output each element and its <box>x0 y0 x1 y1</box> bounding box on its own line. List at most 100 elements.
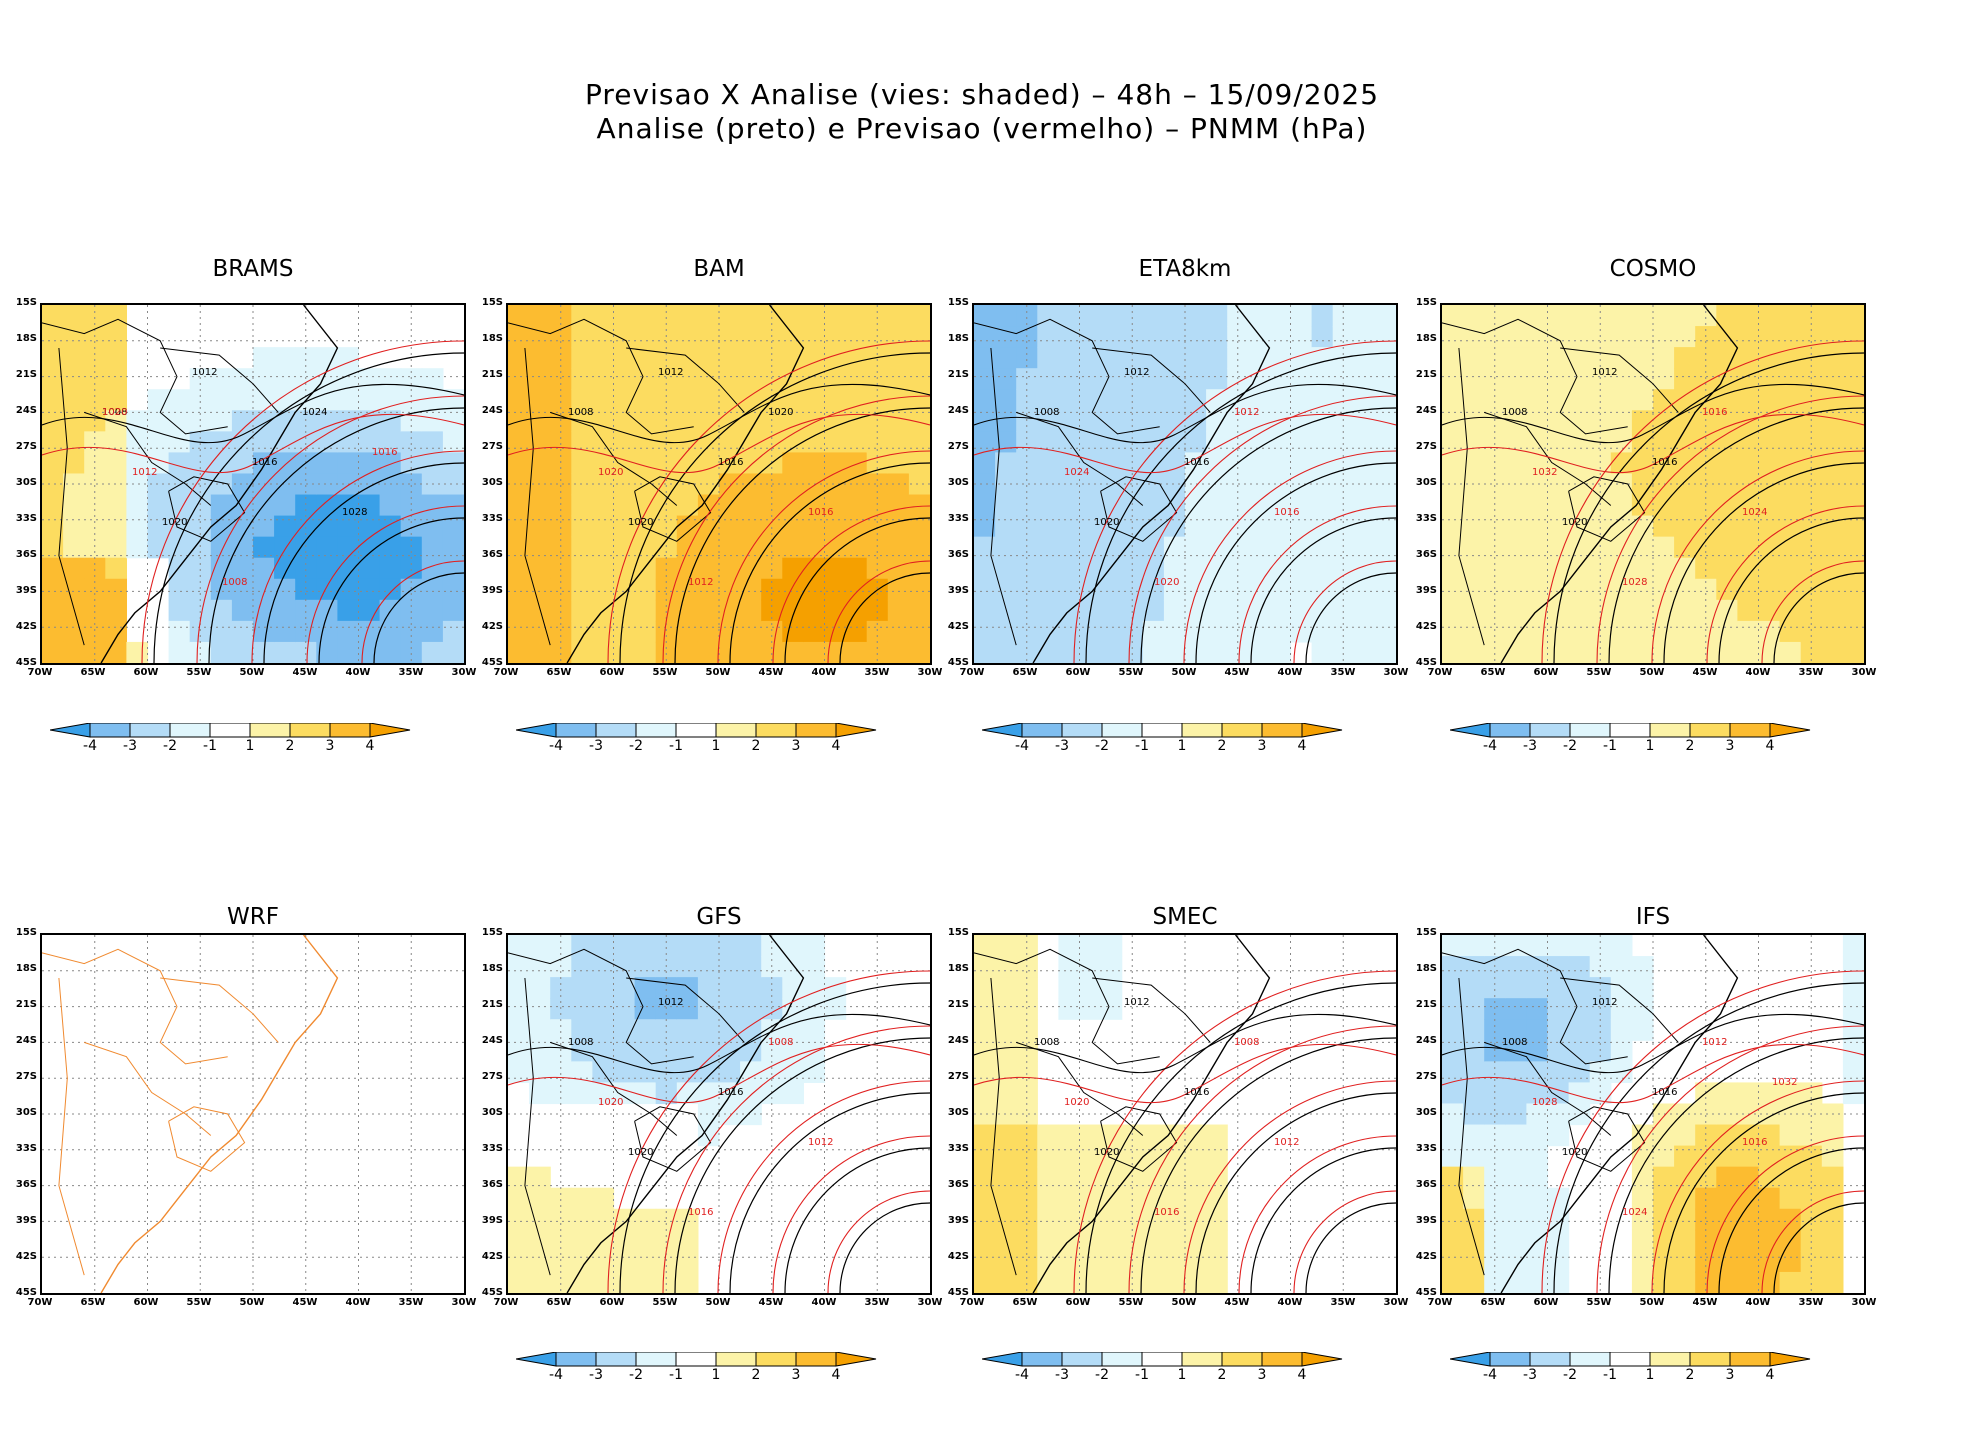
lat-tick-label: 21S <box>947 369 969 380</box>
lat-tick-label: 42S <box>481 621 503 632</box>
analysis-isobar <box>839 1202 930 1293</box>
lat-tick-label: 45S <box>947 1287 969 1298</box>
lon-tick-label: 45W <box>1692 1297 1718 1308</box>
isobar-label: 1020 <box>628 517 653 528</box>
colorbar-arrow <box>1450 723 1491 738</box>
forecast-isobar <box>772 1135 930 1293</box>
colorbar-tick-label: 4 <box>1765 738 1775 754</box>
colorbar-swatch <box>129 723 171 738</box>
lat-tick-label: 36S <box>481 1179 503 1190</box>
lat-tick-label: 15S <box>947 297 969 308</box>
lon-tick-label: 65W <box>1480 1297 1506 1308</box>
lon-tick-label: 30W <box>1851 1297 1877 1308</box>
isobar-label: 1012 <box>658 367 683 378</box>
colorbar-tick-label: -1 <box>203 738 217 754</box>
forecast-isobar <box>1651 1080 1864 1293</box>
lon-tick-label: 55W <box>652 1297 678 1308</box>
country-border <box>1560 347 1679 413</box>
lon-tick-label: 50W <box>239 667 265 678</box>
colorbar-swatch <box>249 723 291 738</box>
lat-tick-label: 27S <box>947 1071 969 1082</box>
lon-tick-label: 40W <box>345 1297 371 1308</box>
panel-title-cosmo: COSMO <box>1609 256 1697 282</box>
forecast-isobar <box>1238 505 1396 663</box>
lon-tick-label: 40W <box>1745 667 1771 678</box>
forecast-isobar <box>141 340 464 663</box>
analysis-isobar <box>1553 982 1864 1293</box>
country-border <box>58 347 85 646</box>
bias-shading <box>1442 935 1864 1293</box>
colorbar-swatch <box>1649 1352 1691 1367</box>
lat-tick-label: 21S <box>481 369 503 380</box>
lat-tick-label: 36S <box>481 549 503 560</box>
forecast-isobar <box>1442 1043 1864 1104</box>
country-border <box>974 318 1160 435</box>
lat-tick-label: 15S <box>947 927 969 938</box>
colorbar-swatch <box>715 1352 757 1367</box>
analysis-isobar <box>729 462 930 663</box>
map-panel-ifs: 1008 1012 1016 1020 1012 1016 1024 1028 1032 <box>1440 933 1866 1295</box>
analysis-isobar <box>1250 517 1396 663</box>
isobar-label: 1024 <box>1064 467 1089 478</box>
colorbar-swatch <box>635 1352 677 1367</box>
country-border <box>634 476 712 542</box>
colorbar-tick-label: -2 <box>163 738 177 754</box>
country-border <box>626 977 745 1043</box>
country-border <box>550 1041 678 1136</box>
colorbar-tick-label: -2 <box>629 738 643 754</box>
analysis-isobar <box>1250 1147 1396 1293</box>
forecast-isobar <box>196 395 464 663</box>
isobar-label: 1008 <box>568 407 593 418</box>
colorbar-tick-label: -3 <box>589 738 603 754</box>
colorbar-tick-label: -2 <box>1563 1367 1577 1383</box>
lat-tick-label: 42S <box>15 1251 37 1262</box>
isobar-label: 1012 <box>1124 997 1149 1008</box>
lon-tick-label: 30W <box>1383 1297 1409 1308</box>
country-border <box>1484 411 1612 506</box>
lat-tick-label: 27S <box>1415 441 1437 452</box>
isobar-label: 1020 <box>1562 517 1587 528</box>
lat-tick-label: 36S <box>1415 549 1437 560</box>
lon-tick-label: 70W <box>27 1297 53 1308</box>
map-canvas: 1008 1012 1016 1020 1012 1016 1020 1024 <box>974 305 1396 663</box>
forecast-isobar <box>827 560 930 663</box>
lat-tick-label: 33S <box>947 513 969 524</box>
analysis-isobar <box>318 517 464 663</box>
analysis-isobar <box>1442 1013 1864 1074</box>
lon-tick-label: 45W <box>758 667 784 678</box>
colorbar-tick-label: 2 <box>751 738 761 754</box>
map-panel-cosmo: 1008 1012 1016 1020 1016 1024 1028 1032 <box>1440 303 1866 665</box>
lon-tick-label: 45W <box>1224 667 1250 678</box>
colorbar-tick-label: 2 <box>1217 1367 1227 1383</box>
isobar-label: 1028 <box>1532 1097 1557 1108</box>
lon-tick-label: 40W <box>1745 1297 1771 1308</box>
lat-tick-label: 18S <box>15 963 37 974</box>
lon-tick-label: 50W <box>1639 1297 1665 1308</box>
lat-tick-label: 27S <box>15 1071 37 1082</box>
map-canvas: 1008 1012 1016 1020 1016 1024 1028 1032 <box>1442 305 1864 663</box>
country-border <box>1458 977 1485 1276</box>
forecast-isobar <box>1442 413 1864 474</box>
lat-tick-label: 45S <box>15 657 37 668</box>
lat-tick-label: 30S <box>1415 477 1437 488</box>
lon-tick-label: 60W <box>1065 1297 1091 1308</box>
lon-tick-label: 35W <box>1330 667 1356 678</box>
country-border <box>1568 476 1646 542</box>
lat-tick-label: 24S <box>947 1035 969 1046</box>
bias-shading <box>1442 305 1864 663</box>
forecast-isobar <box>607 340 930 663</box>
coastline <box>100 935 339 1293</box>
isobar-label: 1016 <box>1702 407 1727 418</box>
map-canvas: 1008 1012 1016 1020 1020 1016 1012 1020 <box>508 305 930 663</box>
bias-shading <box>974 935 1228 1293</box>
lon-tick-label: 30W <box>451 667 477 678</box>
lon-tick-label: 70W <box>493 667 519 678</box>
colorbar-tick-label: -3 <box>123 738 137 754</box>
colorbar-swatch <box>1529 1352 1571 1367</box>
forecast-isobar <box>1183 1080 1396 1293</box>
lat-tick-label: 27S <box>15 441 37 452</box>
lon-tick-label: 55W <box>652 667 678 678</box>
lat-tick-label: 42S <box>947 621 969 632</box>
isobar-label: 1016 <box>718 457 743 468</box>
lon-tick-label: 50W <box>1639 667 1665 678</box>
